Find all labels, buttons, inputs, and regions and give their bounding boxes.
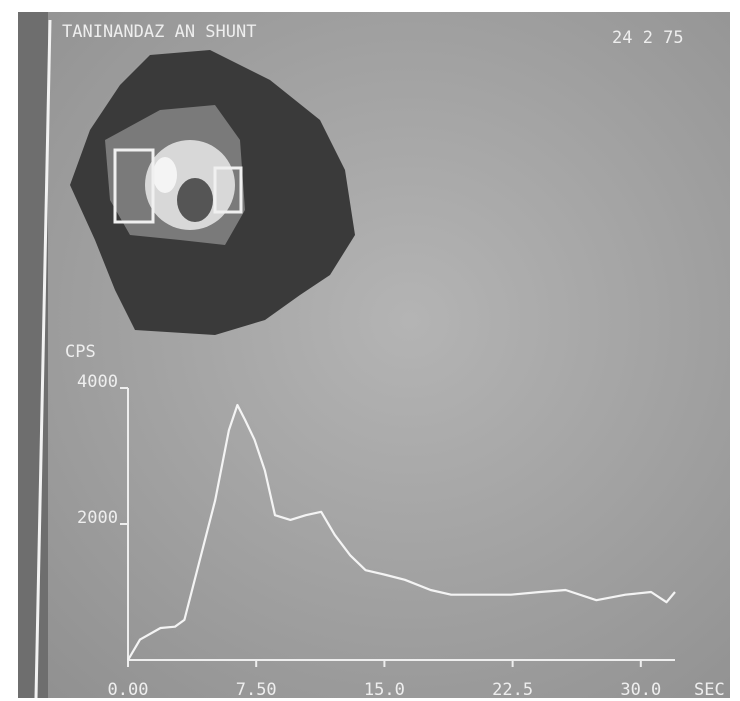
chart: TANINANDAZ AN SHUNT 24 2 75 CPS SEC 2000… [0, 0, 740, 701]
page: TANINANDAZ AN SHUNT 24 2 75 CPS SEC 2000… [0, 0, 740, 701]
y-tick-label: 2000 [77, 508, 118, 528]
x-tick-label: 7.50 [236, 680, 277, 700]
y-axis-label: CPS [65, 342, 96, 362]
x-tick-label: 15.0 [364, 680, 405, 700]
x-tick-label: 0.00 [108, 680, 149, 700]
y-tick-label: 4000 [77, 372, 118, 392]
x-tick-label: 22.5 [492, 680, 533, 700]
x-tick-label: 30.0 [620, 680, 661, 700]
x-axis-label: SEC [694, 680, 725, 700]
title: TANINANDAZ AN SHUNT [62, 22, 256, 42]
date-annotation: 24 2 75 [612, 28, 684, 48]
